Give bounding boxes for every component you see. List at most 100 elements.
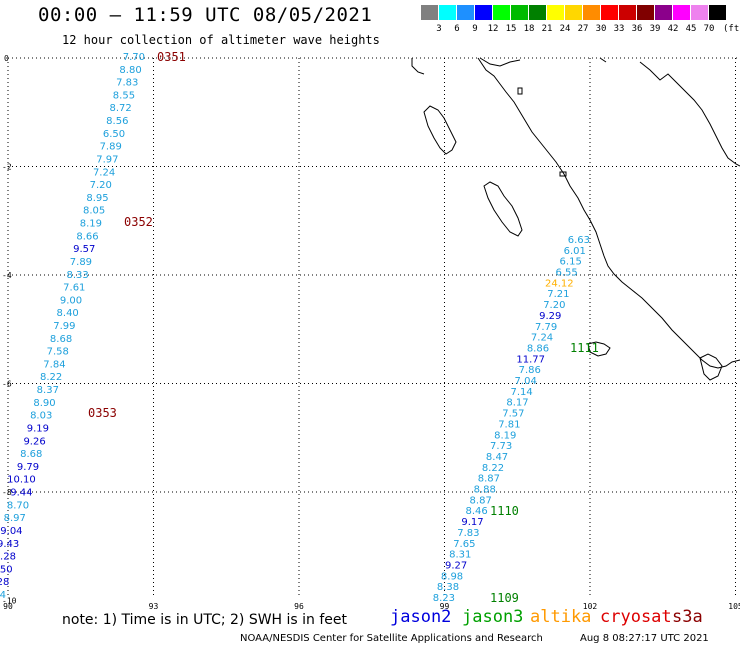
wave-height-value: 6.50 [103,129,125,140]
color-scale-cell [601,5,618,20]
color-scale-cell [511,5,528,20]
wave-height-value: 8.33 [66,270,88,281]
color-scale-cell [673,5,690,20]
wave-height-value: 8.31 [449,550,471,561]
map-subtitle: 12 hour collection of altimeter wave hei… [62,33,380,47]
wave-height-value: 7.21 [547,289,569,300]
wave-height-value: 6.01 [564,246,586,257]
wave-height-value: 9.19 [27,423,49,434]
wave-height-value: 8.72 [109,103,131,114]
latitude-label: -4 [2,271,12,280]
wave-height-value: 7.65 [453,539,475,550]
island-enggano [699,353,723,381]
color-scale-cell [655,5,672,20]
wave-height-value: 8.66 [76,231,98,242]
longitude-label: 96 [294,602,304,611]
color-scale-tick: 36 [631,24,643,34]
map-title: 00:00 — 11:59 UTC 08/05/2021 [38,4,373,26]
wave-height-value: 7.83 [116,78,138,89]
color-scale-tick: 70 [703,24,715,34]
color-scale-tick: 15 [505,24,517,34]
color-scale-cell [529,5,546,20]
wave-height-value: 7.20 [90,180,112,191]
wave-height-value: 8.97 [4,513,26,524]
island-mentawai [587,341,611,357]
wave-height-value: 7.89 [70,257,92,268]
wave-height-value: 7.61 [63,283,85,294]
color-scale-tick: 12 [487,24,499,34]
units-note: note: 1) Time is in UTC; 2) SWH is in fe… [62,612,348,628]
wave-height-value: 8.87 [470,495,492,506]
wave-height-value: 8.19 [80,219,102,230]
color-scale-cell [421,5,438,20]
color-scale-tick: 39 [649,24,661,34]
wave-height-value: 8.87 [478,474,500,485]
wave-height-value: 6.15 [560,257,582,268]
wave-height-value: 7.58 [47,347,69,358]
wave-height-value: 7.79 [535,322,557,333]
wave-height-value: 7.99 [53,321,75,332]
wave-height-value: 8.56 [106,116,128,127]
wave-height-value: 9.28 [0,577,9,588]
wave-height-value: 7.14 [510,387,532,398]
wave-height-value: 9.04 [0,526,22,537]
wave-height-value: 7.73 [490,441,512,452]
wave-height-value: 9.43 [0,539,19,550]
pass-time-label: 0351 [157,50,186,64]
wave-height-value: 8.68 [50,334,72,345]
wave-height-value: 8.68 [20,449,42,460]
wave-height-value: 8.55 [113,90,135,101]
wave-height-value: 8.22 [40,372,62,383]
color-scale-tick: 18 [523,24,535,34]
wave-height-value: 9.50 [0,564,13,575]
color-scale-unit: (ft) [723,24,740,34]
map-grid: 90 93 96 99 102 105 0 -2 -4 -6 -8 -10 [2,54,740,611]
wave-height-value: 9.26 [23,436,45,447]
color-scale-tick: 30 [595,24,607,34]
pass-time-label: 0352 [124,215,153,229]
longitude-label: 93 [149,602,159,611]
legend-item-jason3: jason3 [462,607,524,627]
wave-height-value: 8.46 [465,506,487,517]
color-scale-tick: 45 [685,24,697,34]
coastline [411,57,740,381]
island-nias [483,181,523,237]
wave-height-value: 9.57 [73,244,95,255]
wave-height-value: 8.47 [486,452,508,463]
wave-height-value: 6.55 [555,268,577,279]
wave-height-value: 8.37 [37,385,59,396]
credit-text: NOAA/NESDIS Center for Satellite Applica… [240,633,543,644]
wave-height-value: 8.80 [119,65,141,76]
legend-item-cryosat: cryosat [600,607,672,627]
wave-height-value: 7.83 [457,528,479,539]
wave-height-value: 9.44 [10,488,32,499]
wave-height-value: 9.79 [17,462,39,473]
wave-height-value: 7.86 [519,365,541,376]
timestamp-text: Aug 8 08:27:17 UTC 2021 [580,633,709,644]
longitude-label: 105 [728,602,740,611]
color-scale-cell [709,5,726,20]
latitude-label: -6 [2,380,12,389]
wave-height-value: 8.38 [437,582,459,593]
wave-height-value: 10.10 [7,475,36,486]
legend-item-jason2: jason2 [390,607,452,627]
wave-height-value: 8.86 [527,343,549,354]
wave-height-value: 8.22 [482,463,504,474]
color-scale-cell [439,5,456,20]
wave-height-value: 8.03 [30,411,52,422]
color-scale-cell [565,5,582,20]
pass-time-label: 1110 [490,504,519,518]
wave-height-value: 8.23 [433,593,455,604]
legend-item-s3a: s3a [672,607,703,627]
wave-height-value: 8.95 [86,193,108,204]
wave-height-value: 7.89 [100,142,122,153]
wave-height-value: 7.70 [123,52,145,63]
wave-height-value: 7.24 [531,333,553,344]
color-scale-tick: 33 [613,24,625,34]
wave-height-value: 7.84 [43,359,65,370]
color-scale-tick: 3 [436,24,442,34]
wave-height-value: 8.40 [57,308,79,319]
legend-item-altika: altika [530,607,592,627]
wave-height-value: 6.63 [568,235,590,246]
wave-height-value: 8.17 [506,398,528,409]
